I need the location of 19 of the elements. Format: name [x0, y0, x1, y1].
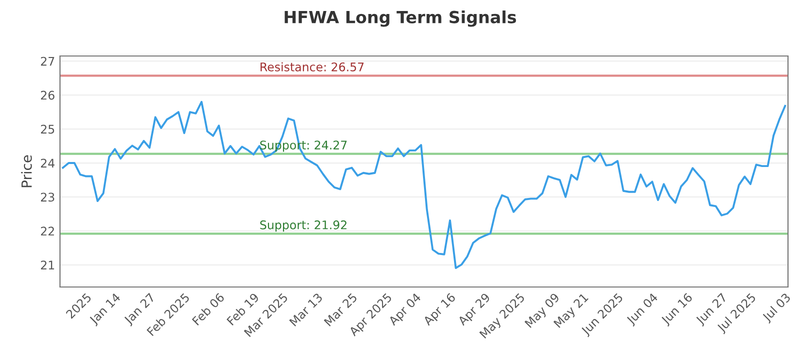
y-tick-label: 25: [40, 124, 54, 134]
x-tick-label: Mar 25: [324, 292, 358, 327]
x-tick-label: Jun 16: [660, 292, 694, 327]
y-tick-label: 22: [40, 226, 54, 236]
x-tick-label: Feb 06: [192, 292, 225, 326]
x-tick-label: Mar 13: [289, 292, 323, 327]
y-tick-label: 26: [40, 90, 54, 100]
chart-title: HFWA Long Term Signals: [284, 10, 516, 27]
ref-line-label: Support: 21.92: [260, 220, 346, 232]
x-tick-label: Apr 16: [422, 292, 458, 328]
ref-line-label: Resistance: 26.57: [260, 62, 364, 72]
x-tick-label: Jul 03: [761, 292, 792, 324]
y-tick-label: 27: [40, 56, 54, 66]
y-tick-label: 21: [40, 260, 54, 270]
line-series: [62, 100, 786, 269]
x-tick-label: Jun 04: [626, 292, 660, 327]
y-tick-label: 24: [40, 158, 54, 168]
y-axis-title: Price: [21, 155, 32, 188]
y-tick-label: 23: [40, 192, 54, 202]
